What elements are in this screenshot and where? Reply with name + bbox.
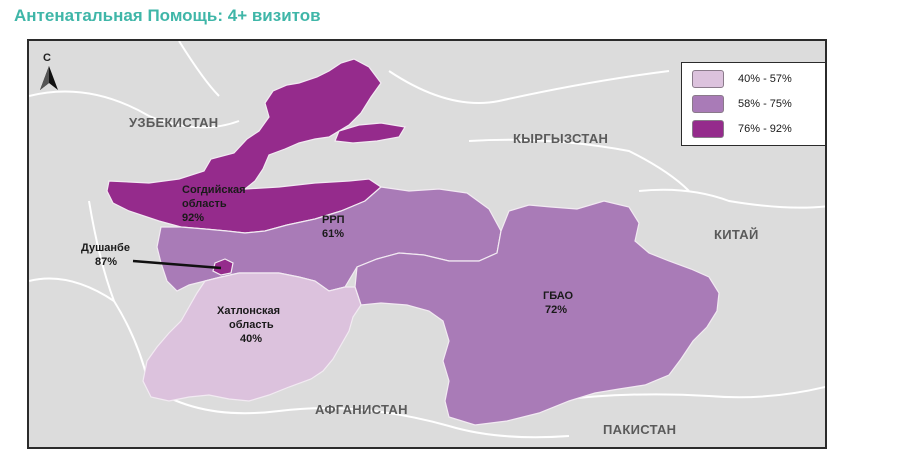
legend-item: 40% - 57% [692, 69, 792, 89]
region-label-gbao-name: ГБАО [543, 290, 574, 302]
country-label-kyrgyzstan: КЫРГЫЗСТАН [513, 131, 608, 146]
region-label-sogd-name-2: область [182, 198, 227, 210]
north-label: С [43, 52, 51, 64]
region-label-dushanbe-name: Душанбе [81, 242, 130, 254]
border-line [548, 385, 825, 402]
border-line [178, 41, 220, 97]
legend-label: 76% - 92% [738, 123, 792, 135]
country-label-china: КИТАЙ [714, 227, 759, 242]
region-label-rrp-value: 61% [322, 228, 344, 240]
border-line [468, 138, 690, 192]
region-khatlon [142, 272, 362, 402]
border-line [388, 70, 670, 104]
north-arrow-shape [40, 66, 58, 90]
region-label-khatlon-name-1: Хатлонская [217, 305, 280, 317]
dushanbe-leader-line [132, 259, 222, 270]
region-sogd [334, 122, 406, 144]
region-label-khatlon-name-2: область [229, 319, 274, 331]
country-label-uzbekistan: УЗБЕКИСТАН [129, 115, 219, 130]
region-label-sogd-value: 92% [182, 212, 204, 224]
north-arrow-icon: С [38, 52, 60, 92]
legend-item: 58% - 75% [692, 94, 792, 114]
map-frame: УЗБЕКИСТАН КЫРГЫЗСТАН КИТАЙ АФГАНИСТАН П… [27, 39, 827, 449]
border-line [638, 188, 825, 209]
legend-item: 76% - 92% [692, 119, 792, 139]
region-label-khatlon-value: 40% [240, 333, 262, 345]
legend-swatch [692, 70, 724, 88]
region-label-dushanbe-value: 87% [95, 256, 117, 268]
legend-swatch [692, 95, 724, 113]
region-label-rrp-name: РРП [322, 214, 345, 226]
legend: 40% - 57% 58% - 75% 76% - 92% [681, 62, 825, 146]
legend-swatch [692, 120, 724, 138]
legend-label: 58% - 75% [738, 98, 792, 110]
country-label-pakistan: ПАКИСТАН [603, 422, 676, 437]
legend-label: 40% - 57% [738, 73, 792, 85]
region-label-gbao-value: 72% [545, 304, 567, 316]
region-dushanbe [212, 258, 234, 276]
border-line [148, 385, 570, 439]
border-line [29, 90, 240, 129]
map-title: Антенатальная Помощь: 4+ визитов [14, 6, 321, 25]
border-line [29, 277, 115, 302]
country-label-afghanistan: АФГАНИСТАН [315, 402, 408, 417]
region-label-sogd-name-1: Согдийская [182, 184, 246, 196]
